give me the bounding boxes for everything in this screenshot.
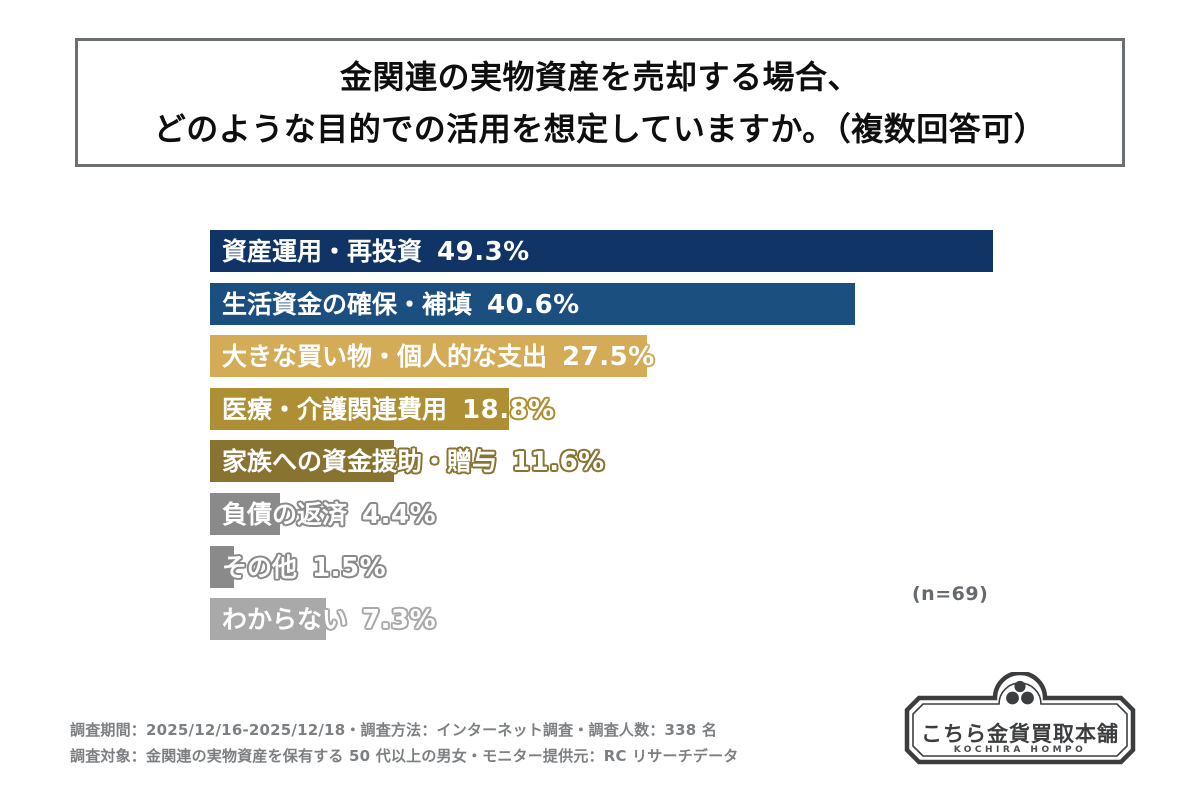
bar-label: 負債の返済 [222, 500, 348, 529]
bar-chart: 資産運用・再投資 49.3% 生活資金の確保・補填 40.6% 大きな買い物・個人的な支… [210, 230, 1110, 650]
bar-value: 1.5% [312, 552, 387, 583]
brand-name: こちら金貨買取本舗 [921, 722, 1119, 746]
bar-row: 生活資金の確保・補填 40.6% [210, 282, 1110, 325]
bar-label: 大きな買い物・個人的な支出 [222, 342, 548, 372]
bar-label: 資産運用・再投資 [222, 237, 423, 266]
bar-value: 40.6% [487, 289, 580, 320]
bar: 生活資金の確保・補填 40.6% [210, 282, 855, 325]
bar-label: その他 [222, 552, 298, 582]
bar-row: 負債の返済 4.4% [210, 493, 1110, 535]
logo-badge-icon [904, 672, 1136, 765]
brand-logo: こちら金貨買取本舗 KOCHIRA HOMPO [903, 672, 1137, 766]
bar-value: 18.8% [462, 394, 555, 425]
bar-text: 生活資金の確保・補填 40.6% [222, 283, 580, 325]
bar-row: 医療・介護関連費用 18.8% [210, 387, 1110, 430]
survey-methodology-line2: 調査対象：金関連の実物資産を保有する 50 代以上の男女・モニター提供元：RC … [70, 747, 739, 765]
survey-question-box: 金関連の実物資産を売却する場合、 どのような目的での活用を想定していますか。（複… [75, 38, 1125, 167]
logo-dots-icon [1006, 680, 1034, 705]
bar-text: 家族への資金援助・贈与 11.6% [222, 440, 605, 482]
bar: 大きな買い物・個人的な支出 27.5% [210, 335, 654, 378]
bar-row: 資産運用・再投資 49.3% [210, 230, 1110, 272]
bar-text: 大きな買い物・個人的な支出 27.5% [222, 335, 655, 377]
bar-value: 27.5% [562, 342, 655, 373]
bar-label: 家族への資金援助・贈与 [222, 447, 498, 477]
brand-romaji: KOCHIRA HOMPO [953, 745, 1087, 755]
bar-text: 負債の返済 4.4% [222, 493, 436, 535]
bar-row: その他 1.5% [210, 545, 1110, 588]
survey-methodology-line1: 調査期間：2025/12/16-2025/12/18・調査方法：インターネット調… [70, 721, 718, 739]
bar-value: 4.4% [362, 500, 437, 530]
bar-row: わからない 7.3% [210, 598, 1110, 641]
bar: 家族への資金援助・贈与 11.6% [210, 440, 604, 483]
sample-size-note: (n=69) [912, 583, 989, 605]
bar-text: その他 1.5% [222, 546, 386, 588]
bar-value: 7.3% [362, 605, 437, 636]
bar-value: 49.3% [437, 237, 530, 267]
bar-value: 11.6% [512, 447, 605, 478]
bar-text: 資産運用・再投資 49.3% [222, 230, 530, 272]
bar-label: 生活資金の確保・補填 [222, 289, 473, 319]
bar-row: 家族への資金援助・贈与 11.6% [210, 440, 1110, 483]
bar: その他 1.5% [210, 545, 386, 588]
bar-row: 大きな買い物・個人的な支出 27.5% [210, 335, 1110, 378]
bar-label: 医療・介護関連費用 [222, 394, 448, 424]
bar: わからない 7.3% [210, 598, 436, 641]
bar-text: わからない 7.3% [222, 598, 436, 640]
bar-text: 医療・介護関連費用 18.8% [222, 388, 555, 430]
bar-label: わからない [222, 605, 348, 635]
survey-question-line1: 金関連の実物資産を売却する場合、 [339, 57, 860, 96]
bar: 資産運用・再投資 49.3% [210, 230, 993, 272]
bar: 負債の返済 4.4% [210, 493, 436, 535]
survey-methodology: 調査期間：2025/12/16-2025/12/18・調査方法：インターネット調… [70, 717, 739, 769]
bar: 医療・介護関連費用 18.8% [210, 387, 554, 430]
survey-question-line2: どのような目的での活用を想定していますか。（複数回答可） [153, 109, 1047, 148]
